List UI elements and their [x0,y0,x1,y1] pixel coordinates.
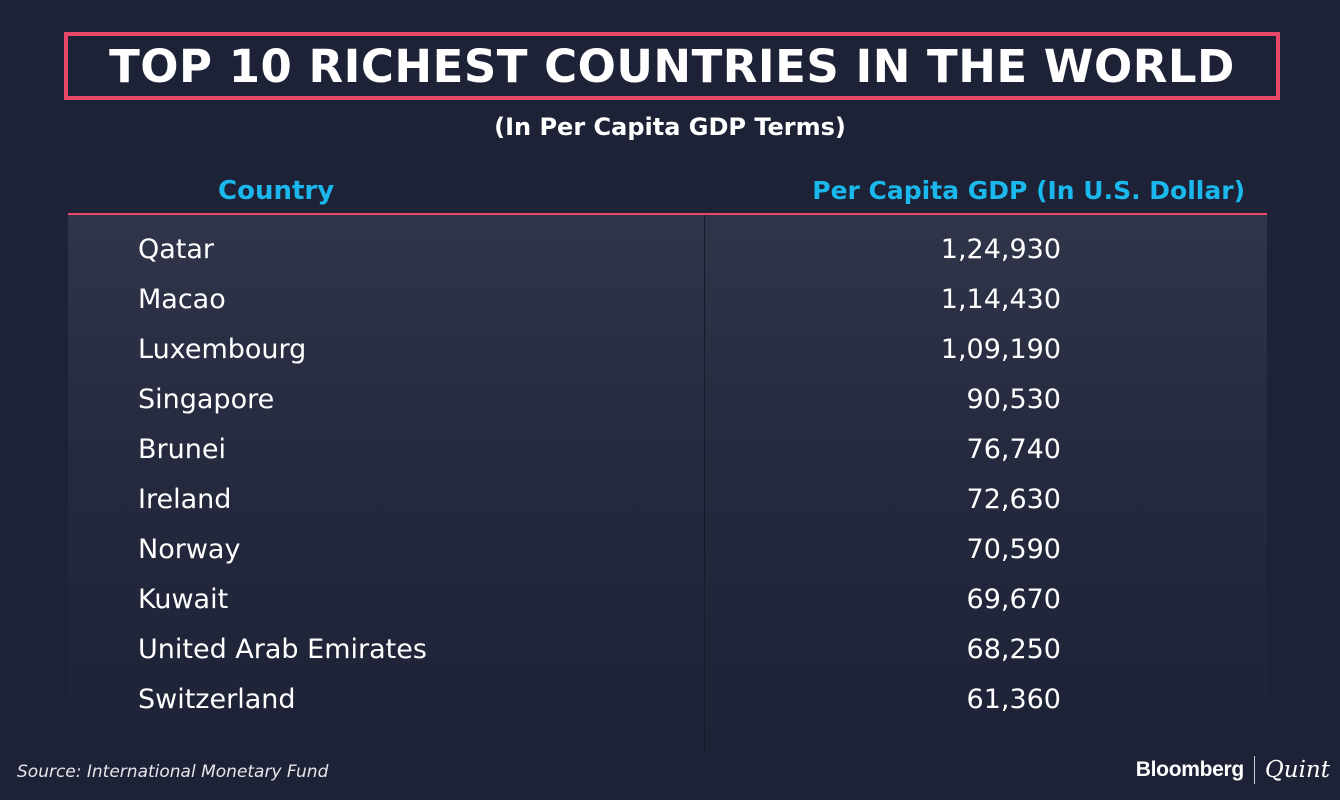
country-cell: Norway [138,534,241,565]
gdp-value-cell: 1,09,190 [940,334,1061,365]
country-cell: Luxembourg [138,334,307,365]
gdp-value-cell: 1,24,930 [940,234,1061,265]
table-body: Qatar 1,24,930 Macao 1,14,430 Luxembourg… [0,226,1340,726]
column-header-gdp: Per Capita GDP (In U.S. Dollar) [812,176,1245,205]
table-panel [68,213,1267,755]
table-row: Switzerland 61,360 [0,676,1340,726]
table-row: Macao 1,14,430 [0,276,1340,326]
table-row: Norway 70,590 [0,526,1340,576]
column-header-country: Country [218,176,335,206]
brand-logo: Bloomberg Quint [1136,756,1330,784]
gdp-value-cell: 72,630 [966,484,1061,515]
title-frame: TOP 10 RICHEST COUNTRIES IN THE WORLD [64,32,1280,100]
country-cell: Kuwait [138,584,229,615]
brand-quint: Quint [1264,757,1330,783]
gdp-value-cell: 76,740 [966,434,1061,465]
country-cell: United Arab Emirates [138,634,427,665]
brand-separator [1253,756,1255,784]
table-row: Kuwait 69,670 [0,576,1340,626]
brand-bloomberg: Bloomberg [1135,758,1244,781]
gdp-value-cell: 90,530 [966,384,1061,415]
table-row: Singapore 90,530 [0,376,1340,426]
source-note: Source: International Monetary Fund [17,762,329,782]
country-cell: Qatar [138,234,215,265]
gdp-value-cell: 68,250 [966,634,1061,665]
chart-subtitle: (In Per Capita GDP Terms) [494,113,846,141]
gdp-value-cell: 70,590 [966,534,1061,565]
country-cell: Singapore [138,384,275,415]
table-row: United Arab Emirates 68,250 [0,626,1340,676]
table-row: Brunei 76,740 [0,426,1340,476]
table-row: Luxembourg 1,09,190 [0,326,1340,376]
country-cell: Macao [138,284,226,315]
table-row: Qatar 1,24,930 [0,226,1340,276]
column-divider [704,215,705,753]
gdp-value-cell: 1,14,430 [940,284,1061,315]
table-row: Ireland 72,630 [0,476,1340,526]
country-cell: Ireland [138,484,232,515]
chart-title: TOP 10 RICHEST COUNTRIES IN THE WORLD [109,39,1235,93]
country-cell: Switzerland [138,684,296,715]
gdp-value-cell: 61,360 [966,684,1061,715]
country-cell: Brunei [138,434,226,465]
gdp-value-cell: 69,670 [966,584,1061,615]
